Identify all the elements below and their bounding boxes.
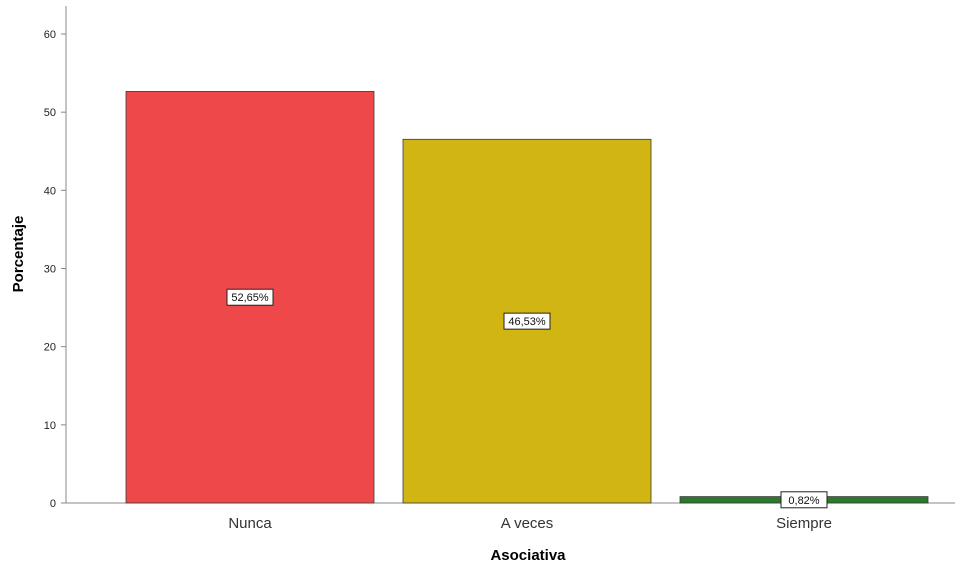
y-axis-label: Porcentaje — [10, 216, 27, 293]
y-tick-label: 40 — [44, 185, 56, 197]
y-tick-label: 10 — [44, 420, 56, 432]
y-tick-label: 20 — [44, 342, 56, 354]
y-tick-label: 30 — [44, 264, 56, 276]
data-labels: 52,65% 46,53% 0,82% — [226, 288, 828, 509]
data-label-box — [503, 312, 551, 330]
x-axis-label: Asociativa — [490, 547, 566, 564]
y-tick-label: 60 — [44, 29, 56, 41]
x-tick-label: Siempre — [776, 515, 832, 532]
x-tick-label: A veces — [501, 515, 554, 532]
data-label: 52,65% — [231, 292, 269, 304]
x-tick-label: Nunca — [228, 515, 272, 532]
data-label: 46,53% — [508, 316, 546, 328]
data-label: 0,82% — [788, 495, 819, 507]
y-tick-label: 0 — [50, 498, 56, 510]
data-label-box — [780, 491, 828, 509]
data-label-box — [226, 288, 274, 306]
y-tick-label: 50 — [44, 107, 56, 119]
y-axis: 0 10 20 30 40 50 60 — [44, 6, 67, 510]
